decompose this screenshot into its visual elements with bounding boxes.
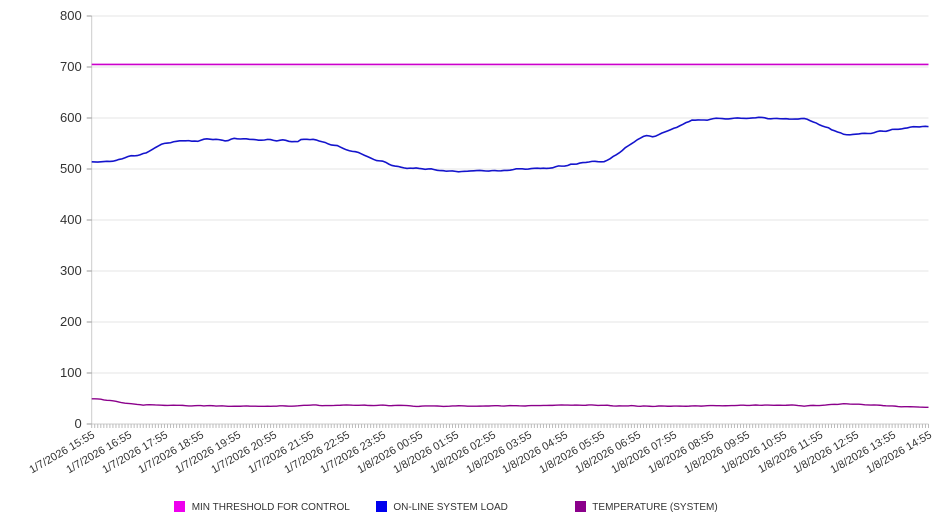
svg-text:300: 300 xyxy=(60,263,82,278)
svg-text:700: 700 xyxy=(60,59,82,74)
svg-text:100: 100 xyxy=(60,365,82,380)
svg-text:800: 800 xyxy=(60,8,82,23)
svg-text:200: 200 xyxy=(60,314,82,329)
svg-text:500: 500 xyxy=(60,161,82,176)
svg-text:0: 0 xyxy=(74,416,81,431)
svg-text:400: 400 xyxy=(60,212,82,227)
svg-text:600: 600 xyxy=(60,110,82,125)
